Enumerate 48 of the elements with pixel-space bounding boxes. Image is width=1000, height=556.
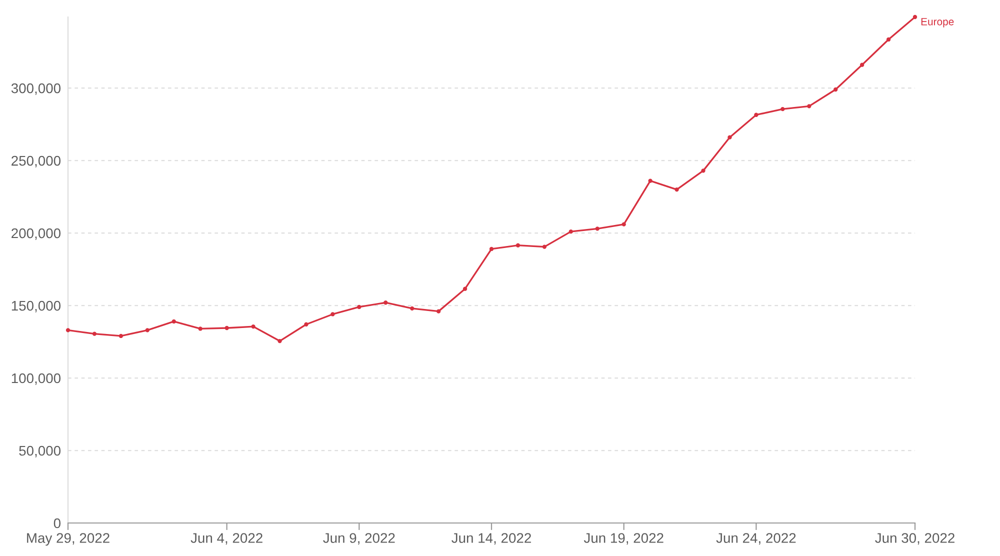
series-label: Europe bbox=[921, 18, 954, 28]
y-tick-label: 150,000 bbox=[12, 300, 61, 312]
point bbox=[330, 312, 335, 316]
point bbox=[542, 244, 547, 249]
point bbox=[807, 104, 812, 108]
point bbox=[701, 168, 706, 173]
point bbox=[462, 286, 468, 291]
point bbox=[728, 135, 732, 140]
y-tick-label: 200,000 bbox=[12, 228, 61, 240]
y-tick-label: 0 bbox=[54, 518, 61, 528]
point bbox=[145, 328, 150, 332]
x-tick-label: Jun 14, 2022 bbox=[452, 533, 531, 545]
x-tick-label: Jun 19, 2022 bbox=[584, 533, 664, 545]
point bbox=[622, 222, 626, 226]
point bbox=[357, 304, 362, 310]
point bbox=[198, 326, 202, 331]
x-tick-label: Jun 9, 2022 bbox=[323, 533, 395, 545]
x-tick-label: Jun 4, 2022 bbox=[190, 533, 262, 545]
y-tick-label: 300,000 bbox=[11, 83, 61, 95]
point bbox=[754, 112, 758, 117]
y-tick-label: 50,000 bbox=[19, 446, 61, 458]
point bbox=[66, 328, 70, 332]
point bbox=[516, 243, 520, 248]
point bbox=[278, 338, 282, 344]
point bbox=[436, 309, 441, 314]
point bbox=[568, 229, 573, 234]
x-tick-label: May 29, 2022 bbox=[27, 533, 110, 546]
y-tick-label: 100,000 bbox=[12, 373, 61, 385]
point bbox=[674, 187, 679, 192]
point bbox=[860, 62, 864, 67]
point bbox=[118, 334, 124, 338]
point bbox=[489, 246, 494, 252]
point bbox=[912, 14, 918, 20]
point bbox=[92, 332, 97, 336]
y-tick-label: 250,000 bbox=[12, 156, 61, 168]
x-tick-label: Jun 24, 2022 bbox=[716, 533, 796, 545]
point bbox=[384, 300, 388, 305]
x-tick-label: Jun 30, 2022 bbox=[875, 533, 954, 545]
point bbox=[834, 87, 838, 92]
point bbox=[780, 106, 785, 112]
point bbox=[595, 226, 600, 231]
point bbox=[172, 319, 176, 324]
point bbox=[410, 306, 414, 311]
point bbox=[251, 324, 256, 329]
point bbox=[648, 178, 652, 183]
point bbox=[224, 326, 229, 330]
point bbox=[304, 322, 308, 326]
point bbox=[886, 37, 891, 42]
